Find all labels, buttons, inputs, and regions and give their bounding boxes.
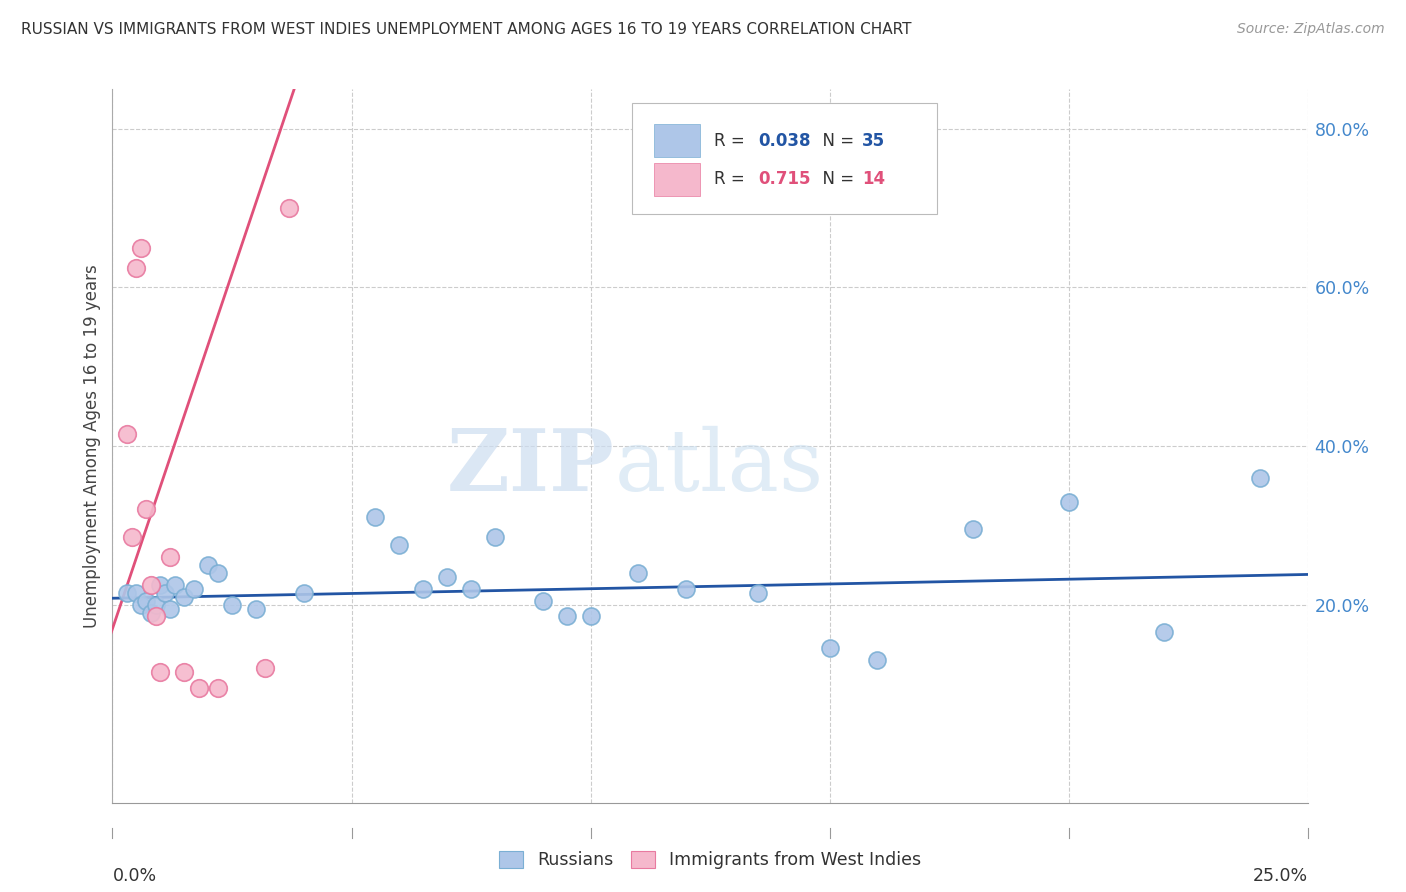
Legend: Russians, Immigrants from West Indies: Russians, Immigrants from West Indies: [492, 844, 928, 876]
Point: [125, 585, 148, 599]
Point: [159, 601, 181, 615]
FancyBboxPatch shape: [633, 103, 936, 214]
Point: [135, 502, 157, 516]
Text: N =: N =: [811, 132, 859, 150]
Text: N =: N =: [811, 170, 859, 188]
Point: [555, 609, 578, 624]
Text: 0.0%: 0.0%: [112, 867, 156, 885]
Point: [207, 566, 229, 580]
Text: RUSSIAN VS IMMIGRANTS FROM WEST INDIES UNEMPLOYMENT AMONG AGES 16 TO 19 YEARS CO: RUSSIAN VS IMMIGRANTS FROM WEST INDIES U…: [21, 22, 911, 37]
Point: [436, 570, 458, 584]
Point: [364, 510, 387, 524]
FancyBboxPatch shape: [654, 124, 700, 157]
Point: [245, 601, 267, 615]
Point: [173, 665, 195, 679]
Point: [579, 609, 602, 624]
Point: [187, 681, 209, 695]
Point: [125, 260, 148, 275]
Point: [627, 566, 650, 580]
Text: 35: 35: [862, 132, 884, 150]
Point: [121, 530, 143, 544]
Point: [675, 582, 697, 596]
Point: [139, 606, 162, 620]
Point: [1057, 494, 1080, 508]
Text: R =: R =: [714, 170, 749, 188]
Text: Source: ZipAtlas.com: Source: ZipAtlas.com: [1237, 22, 1385, 37]
Point: [197, 558, 219, 572]
Text: 0.038: 0.038: [758, 132, 810, 150]
Text: ZIP: ZIP: [447, 425, 614, 509]
Point: [129, 241, 152, 255]
Point: [292, 585, 315, 599]
Point: [115, 427, 138, 442]
Point: [460, 582, 482, 596]
Point: [221, 598, 243, 612]
Text: 0.715: 0.715: [758, 170, 810, 188]
Text: R =: R =: [714, 132, 749, 150]
Text: 14: 14: [862, 170, 884, 188]
Point: [145, 609, 167, 624]
FancyBboxPatch shape: [654, 162, 700, 195]
Point: [388, 538, 411, 552]
Point: [962, 522, 984, 536]
Point: [207, 681, 229, 695]
Point: [135, 593, 157, 607]
Text: 25.0%: 25.0%: [1253, 867, 1308, 885]
Point: [531, 593, 554, 607]
Point: [129, 598, 152, 612]
Point: [115, 585, 138, 599]
Point: [159, 549, 181, 564]
Point: [183, 582, 205, 596]
Point: [173, 590, 195, 604]
Point: [1153, 625, 1175, 640]
Point: [153, 585, 176, 599]
Point: [866, 653, 889, 667]
Text: atlas: atlas: [614, 425, 824, 509]
Point: [412, 582, 434, 596]
Point: [163, 578, 186, 592]
Y-axis label: Unemployment Among Ages 16 to 19 years: Unemployment Among Ages 16 to 19 years: [83, 264, 101, 628]
Point: [278, 201, 301, 215]
Point: [1249, 471, 1271, 485]
Point: [149, 665, 172, 679]
Point: [145, 598, 167, 612]
Point: [747, 585, 769, 599]
Point: [139, 578, 162, 592]
Point: [254, 661, 277, 675]
Point: [149, 578, 172, 592]
Point: [818, 641, 841, 656]
Point: [484, 530, 506, 544]
